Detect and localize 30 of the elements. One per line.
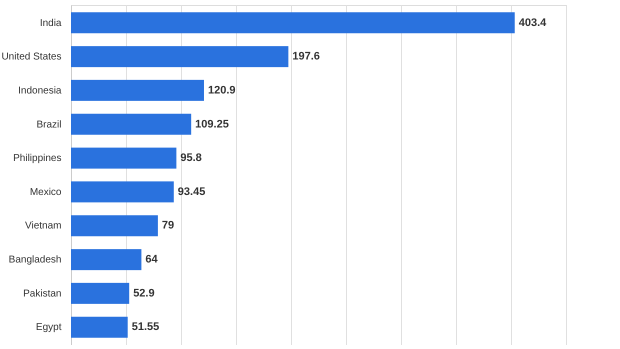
- data-label: 52.9: [133, 287, 155, 300]
- bar: [71, 114, 192, 135]
- bar: [71, 249, 142, 270]
- bar: [71, 80, 204, 101]
- data-label: 120.9: [208, 84, 236, 96]
- bar: [71, 46, 288, 68]
- bar: [71, 316, 128, 338]
- y-tick-label: Indonesia: [18, 85, 62, 96]
- bar: [71, 215, 158, 236]
- bar: [71, 282, 130, 304]
- data-label: 109.25: [195, 118, 229, 130]
- y-tick-label: India: [40, 18, 62, 29]
- y-tick-label: Pakistan: [23, 288, 62, 300]
- y-tick-label: Mexico: [30, 186, 62, 198]
- bar: [71, 12, 515, 34]
- y-tick-label: Bangladesh: [8, 254, 62, 266]
- data-label: 197.6: [292, 50, 320, 63]
- bar: [71, 181, 174, 202]
- y-tick-label: Philippines: [13, 153, 62, 164]
- data-label: 95.8: [180, 152, 202, 164]
- data-label: 93.45: [178, 186, 206, 198]
- y-tick-label: Brazil: [36, 119, 62, 130]
- y-tick-label: Vietnam: [24, 220, 62, 232]
- data-label: 403.4: [518, 16, 548, 29]
- data-label: 79: [162, 220, 174, 232]
- y-tick-label: Egypt: [36, 322, 62, 334]
- y-tick-label: United States: [1, 52, 62, 63]
- data-label: 64: [145, 254, 159, 266]
- bar: [71, 148, 176, 169]
- data-label: 51.55: [132, 321, 160, 334]
